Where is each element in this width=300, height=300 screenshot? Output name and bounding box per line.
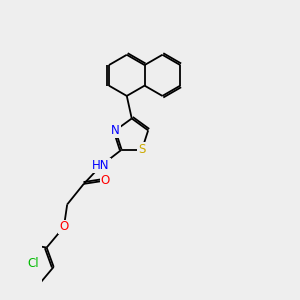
Text: S: S	[138, 143, 146, 156]
Text: N: N	[111, 124, 120, 137]
Text: HN: HN	[92, 159, 110, 172]
Text: O: O	[101, 174, 110, 187]
Text: Cl: Cl	[27, 257, 39, 270]
Text: O: O	[59, 220, 68, 233]
